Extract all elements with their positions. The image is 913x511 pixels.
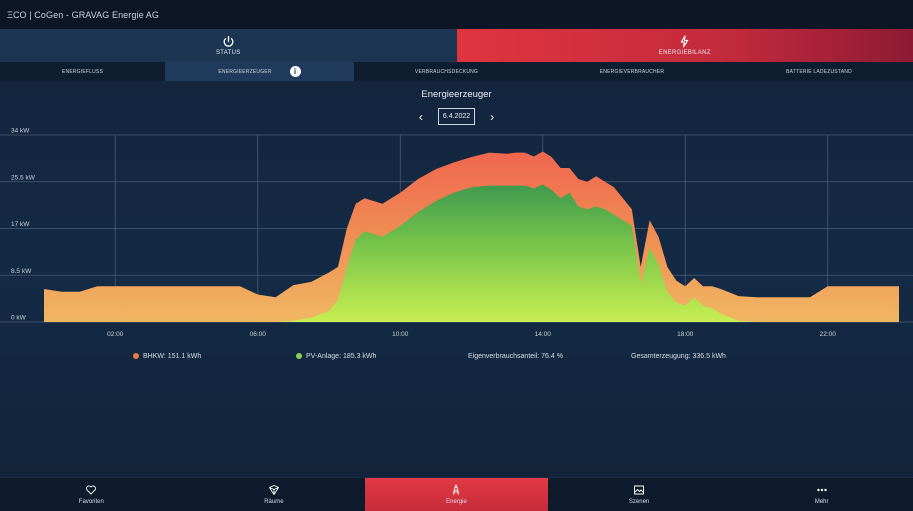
nav-mehr[interactable]: Mehr [730,478,913,511]
subtab-label: BATTERIE LADEZUSTAND [786,69,852,75]
nav-energie[interactable]: Energie [365,478,548,511]
app-title: ΞCO | CoGen - GRAVAG Energie AG [0,10,159,20]
more-icon [816,484,828,496]
date-navigator: ‹ 6.4.2022 › [0,107,913,126]
nav-label: Energie [446,499,467,505]
sub-nav: ENERGIEFLUSS ENERGIEERZEUGER i VERBRAUCH… [0,62,913,81]
x-tick-label: 18:00 [677,331,694,338]
subtab-energieverbraucher[interactable]: ENERGIEVERBRAUCHER [539,62,725,81]
x-tick-label: 06:00 [250,331,267,338]
subtab-energieerzeuger[interactable]: ENERGIEERZEUGER i [165,62,354,81]
legend-dot-bhkw [133,353,139,359]
y-axis: 0 kW 8.5 kW 17 kW 25.5 kW 34 kW [11,128,36,322]
legend-dot-pv [296,353,302,359]
x-axis: 02:00 06:00 10:00 14:00 18:00 22:00 [107,331,836,338]
x-tick-label: 10:00 [392,331,409,338]
x-tick-label: 22:00 [820,331,837,338]
tab-energiebilanz[interactable]: ENERGIEBILANZ [457,29,913,62]
subtab-batterie-ladezustand[interactable]: BATTERIE LADEZUSTAND [725,62,913,81]
legend-pv: PV-Anlage: 185.3 kWh [296,350,376,362]
tab-energiebilanz-label: ENERGIEBILANZ [659,50,711,56]
info-icon[interactable]: i [290,66,301,77]
legend-gesamt-label: Gesamterzeugung: 336.5 kWh [631,353,726,360]
bottom-nav: Favoriten Räume Energie Szenen Mehr [0,477,913,511]
x-tick-label: 14:00 [535,331,552,338]
nav-label: Favoriten [79,499,104,505]
power-icon [222,35,235,48]
legend-eigenverbrauch: Eigenverbrauchsanteil: 76.4 % [468,350,563,362]
cube-icon [268,484,280,496]
y-tick-label: 0 kW [11,315,27,322]
legend-gesamt: Gesamterzeugung: 336.5 kWh [631,350,726,362]
legend-pv-label: PV-Anlage: 185.3 kWh [306,353,376,360]
energy-icon [450,484,462,496]
date-display[interactable]: 6.4.2022 [438,108,475,125]
nav-label: Räume [264,499,283,505]
y-tick-label: 8.5 kW [11,268,32,275]
y-tick-label: 17 kW [11,221,30,228]
nav-raeume[interactable]: Räume [183,478,366,511]
y-tick-label: 25.5 kW [11,174,36,181]
energy-chart: 0 kW 8.5 kW 17 kW 25.5 kW 34 kW 02:00 06:00 10… [0,128,913,343]
tab-status-label: STATUS [216,50,241,56]
chevron-left-icon[interactable]: ‹ [414,110,428,124]
main-nav: STATUS ENERGIEBILANZ [0,29,913,62]
nav-favoriten[interactable]: Favoriten [0,478,183,511]
nav-label: Szenen [629,499,649,505]
chart-title: Energieerzeuger [0,89,913,100]
x-tick-label: 02:00 [107,331,124,338]
subtab-label: ENERGIEFLUSS [62,69,103,75]
subtab-label: ENERGIEERZEUGER [218,69,271,75]
y-tick-label: 34 kW [11,128,30,135]
image-icon [633,484,645,496]
nav-szenen[interactable]: Szenen [548,478,731,511]
heart-icon [85,484,97,496]
legend-bhkw-label: BHKW: 151.1 kWh [143,353,201,360]
lightning-icon [678,35,691,48]
chevron-right-icon[interactable]: › [485,110,499,124]
subtab-verbrauchsdeckung[interactable]: VERBRAUCHSDECKUNG [354,62,539,81]
subtab-energiefluss[interactable]: ENERGIEFLUSS [0,62,165,81]
tab-status[interactable]: STATUS [0,29,457,62]
nav-label: Mehr [815,499,829,505]
subtab-label: ENERGIEVERBRAUCHER [600,69,664,75]
subtab-label: VERBRAUCHSDECKUNG [415,69,478,75]
legend-eigenverbrauch-label: Eigenverbrauchsanteil: 76.4 % [468,353,563,360]
top-bar: ΞCO | CoGen - GRAVAG Energie AG [0,0,913,29]
legend-bhkw: BHKW: 151.1 kWh [133,350,201,362]
